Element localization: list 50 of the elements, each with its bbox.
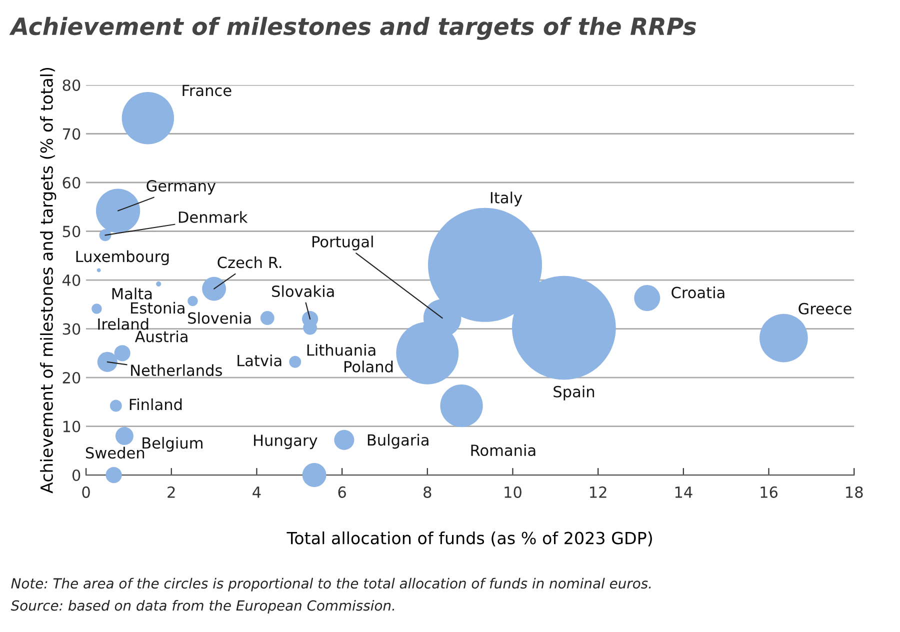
annotation: Bulgaria (368, 434, 428, 449)
annotation: Austria (134, 330, 188, 342)
annotation: Lithuania (307, 344, 376, 356)
x-tick-label: 10 (504, 486, 522, 498)
annotation: Ireland (98, 318, 148, 330)
chart-title: Achievement of milestones and targets of the RRPs (9, 16, 696, 40)
annotation: Sweden (86, 446, 144, 459)
annotation: Estonia (131, 302, 184, 314)
x-tick-label: 18 (846, 486, 863, 498)
annotation: Czech R. (218, 256, 282, 268)
y-tick-label: 50 (62, 226, 80, 238)
annotation: Romania (471, 444, 536, 456)
annotation: Belgium (142, 436, 202, 452)
x-tick-label: 12 (590, 486, 606, 498)
x-tick-label: 16 (760, 486, 778, 498)
x-tick-label: 0 (82, 486, 90, 498)
x-tick-label: 8 (424, 486, 432, 498)
y-tick-label: 20 (62, 372, 80, 384)
annotation: Croatia (672, 286, 724, 298)
x-tick-label: 6 (338, 486, 346, 498)
annotation: Hungary (254, 434, 318, 450)
annotation: Greece (798, 302, 852, 314)
x-tick-label: 4 (252, 486, 261, 498)
y-tick-label: 0 (72, 469, 80, 482)
annotation: Portugal (312, 236, 373, 250)
text: Note: The area of the circles is proportional to the total allocation of funds in nominal euros. (11, 578, 651, 592)
annotation: France (182, 84, 232, 96)
y-tick-label: 10 (63, 420, 80, 432)
annotation: Slovakia (272, 285, 334, 298)
y-tick-label: 30 (62, 323, 80, 335)
x-tick-label: 14 (675, 486, 692, 498)
annotation: Malta (112, 288, 152, 300)
y-tick-label: 60 (62, 176, 80, 189)
annotation: Italy (490, 192, 522, 206)
x-tick-label: 2 (168, 486, 175, 498)
x-axis-title: Total allocation of funds (as % of 2023 GDP) (286, 531, 652, 546)
annotation: Luxembourg (76, 250, 169, 266)
annotation: Finland (130, 398, 182, 410)
annotation: Denmark (178, 211, 248, 223)
annotation: Slovenia (188, 312, 251, 324)
y-axis-title: Achievement of milestones and targets (% of total) (40, 68, 56, 494)
annotation: Germany (146, 180, 216, 195)
source-note: Source: based on data from the European Commission. (10, 600, 394, 614)
annotation: Latvia (238, 354, 282, 366)
y-tick-label: 80 (62, 79, 80, 92)
annotation: Spain (554, 386, 594, 400)
y-tick-label: 70 (62, 128, 80, 140)
annotation: Poland (344, 360, 393, 372)
y-tick-label: 40 (62, 274, 80, 286)
annotation: Netherlands (131, 364, 222, 376)
